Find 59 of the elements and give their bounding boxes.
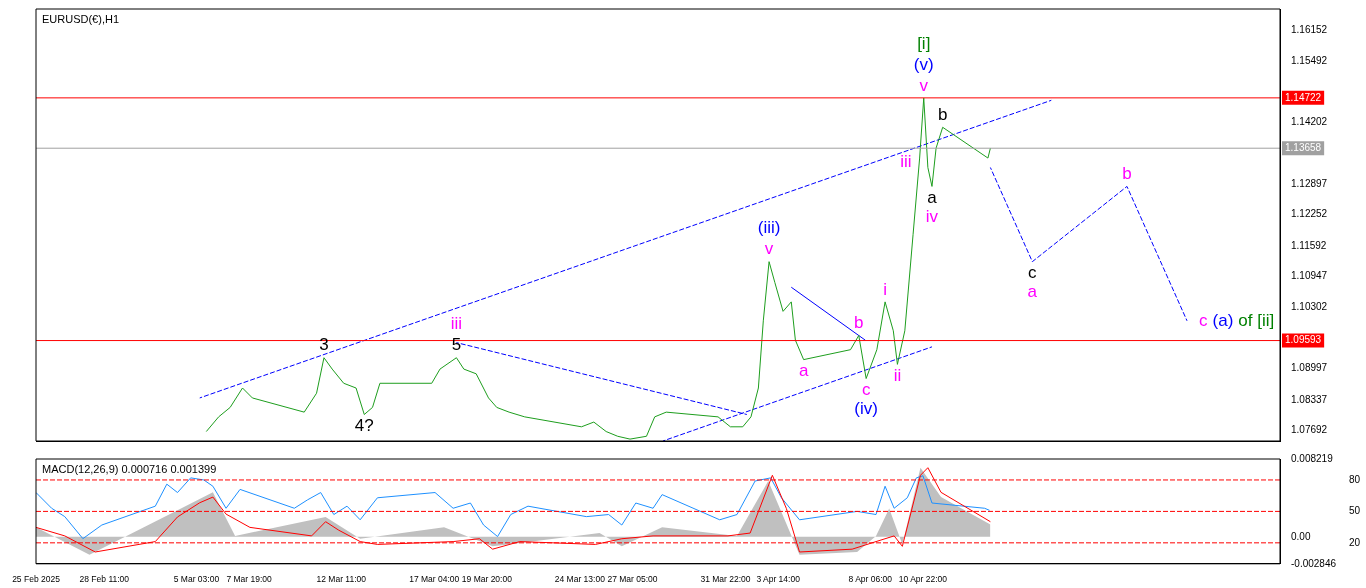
annotation: 3	[319, 335, 329, 355]
annotation: v	[919, 75, 929, 95]
x-tick-label: 19 Mar 20:00	[461, 574, 513, 585]
y2-tick-label: 20	[1349, 536, 1361, 548]
annotation: c	[1028, 263, 1038, 283]
y2-tick-label: 50	[1349, 505, 1361, 517]
ref-line-label: 1.13658	[1285, 141, 1322, 153]
y-tick-label: 1.15492	[1291, 55, 1328, 67]
annotation: b	[1122, 164, 1132, 184]
x-tick-label: 24 Mar 13:00	[554, 574, 606, 585]
annotation: c	[861, 380, 871, 400]
annotation: v	[764, 239, 774, 259]
annotation: b	[937, 104, 948, 124]
y-tick-label: -0.002846	[1291, 557, 1337, 569]
x-tick-label: 10 Apr 22:00	[898, 574, 948, 585]
y2-tick-label: 80	[1349, 473, 1361, 485]
y-tick-label: 1.16152	[1291, 23, 1328, 35]
annotation: [i]	[917, 33, 931, 53]
annotation: (iv)	[854, 399, 878, 419]
x-tick-label: 8 Apr 06:00	[848, 574, 893, 585]
y-tick-label: 1.10302	[1291, 300, 1328, 312]
y-tick-label: 1.14202	[1291, 116, 1328, 128]
annotation: a	[927, 188, 938, 208]
y-tick-label: 1.10947	[1291, 270, 1328, 282]
x-tick-label: 12 Mar 11:00	[316, 574, 367, 585]
x-tick-label: 27 Mar 05:00	[607, 574, 658, 585]
y-tick-label: 1.12252	[1291, 208, 1328, 220]
annotation: i	[883, 279, 887, 299]
chart-title: EURUSD(€),H1	[42, 12, 120, 25]
x-tick-label: 7 Mar 19:00	[226, 574, 273, 585]
x-tick-label: 25 Feb 2025	[12, 574, 61, 585]
annotation: ii	[893, 366, 902, 386]
y-tick-label: 1.12897	[1291, 177, 1328, 189]
annotation: a	[1027, 282, 1038, 302]
y-tick-label: 0.008219	[1291, 452, 1334, 464]
annotation: c	[1199, 310, 1209, 330]
ref-line-label: 1.14722	[1285, 91, 1322, 103]
annotation: (v)	[913, 54, 934, 74]
annotation: (a)	[1212, 310, 1234, 330]
annotation: 5	[451, 335, 462, 355]
x-tick-label: 28 Feb 11:00	[79, 574, 130, 585]
y-tick-label: 1.07692	[1291, 424, 1328, 436]
x-tick-label: 3 Apr 14:00	[756, 574, 801, 585]
annotation: iii	[900, 151, 912, 171]
y-tick-label: 1.08997	[1291, 362, 1328, 374]
annotation: iii	[450, 314, 463, 334]
y-tick-label: 0.00	[1291, 530, 1311, 542]
annotation: iv	[925, 207, 939, 227]
y-tick-label: 1.08337	[1291, 393, 1328, 405]
annotation: (iii)	[757, 218, 781, 238]
annotation: 4?	[354, 416, 374, 436]
ref-line-label: 1.09593	[1285, 334, 1322, 346]
y-tick-label: 1.11592	[1291, 239, 1327, 251]
annotation: of [ii]	[1238, 310, 1275, 330]
annotation: b	[854, 313, 864, 333]
annotation: a	[798, 361, 809, 381]
x-tick-label: 17 Mar 04:00	[409, 574, 460, 585]
x-tick-label: 31 Mar 22:00	[700, 574, 751, 585]
x-tick-label: 5 Mar 03:00	[173, 574, 220, 585]
